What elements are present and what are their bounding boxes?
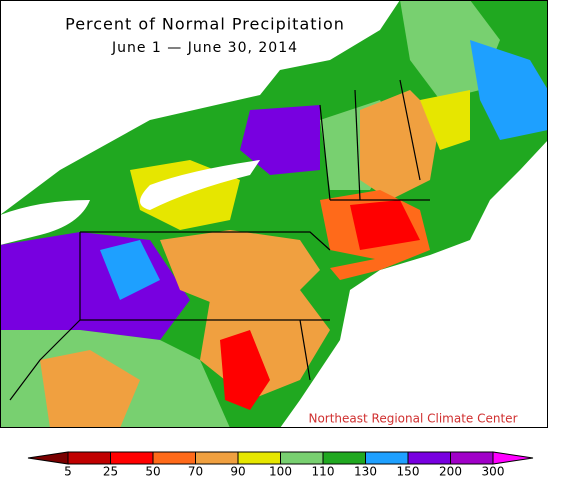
legend-label: 110 — [312, 465, 335, 478]
region — [240, 105, 320, 175]
region — [100, 240, 160, 300]
region — [350, 200, 420, 250]
credit: Northeast Regional Climate Center — [308, 412, 517, 426]
subtitle: June 1 — June 30, 2014 — [111, 40, 298, 56]
ocean — [280, 140, 548, 428]
map — [0, 0, 548, 428]
legend-label: 100 — [269, 465, 292, 478]
legend-swatch — [407, 451, 451, 465]
legend-label: 5 — [64, 465, 72, 478]
legend-swatch — [450, 451, 494, 465]
legend-label: 200 — [439, 465, 462, 478]
region — [40, 350, 140, 428]
legend-label: 70 — [188, 465, 203, 478]
title: Percent of Normal Precipitation — [65, 15, 345, 34]
canada — [0, 0, 400, 215]
legend-swatch — [110, 451, 154, 465]
region — [400, 0, 500, 100]
legend-swatch — [280, 451, 324, 465]
legend-swatch — [27, 451, 69, 465]
boundaries — [9, 79, 430, 401]
lake-erie — [0, 200, 90, 245]
region — [470, 40, 548, 140]
region — [220, 330, 270, 410]
region — [360, 90, 440, 200]
legend-swatch — [322, 451, 366, 465]
legend-swatch — [237, 451, 281, 465]
map-frame — [0, 0, 548, 428]
legend: 5 25 50 70 90 100 110 130 150 200 300 — [27, 451, 534, 478]
legend-swatch — [195, 451, 239, 465]
legend-label: 90 — [230, 465, 245, 478]
region — [420, 90, 470, 150]
legend-label: 150 — [397, 465, 420, 478]
legend-swatch — [365, 451, 409, 465]
legend-label: 130 — [354, 465, 377, 478]
region — [160, 230, 320, 310]
legend-swatch — [492, 451, 534, 465]
legend-label: 25 — [103, 465, 118, 478]
legend-label: 50 — [145, 465, 160, 478]
legend-swatch — [67, 451, 111, 465]
lake-ontario — [140, 160, 260, 210]
legend-swatch — [152, 451, 196, 465]
legend-label: 300 — [482, 465, 505, 478]
long-island — [330, 250, 430, 280]
